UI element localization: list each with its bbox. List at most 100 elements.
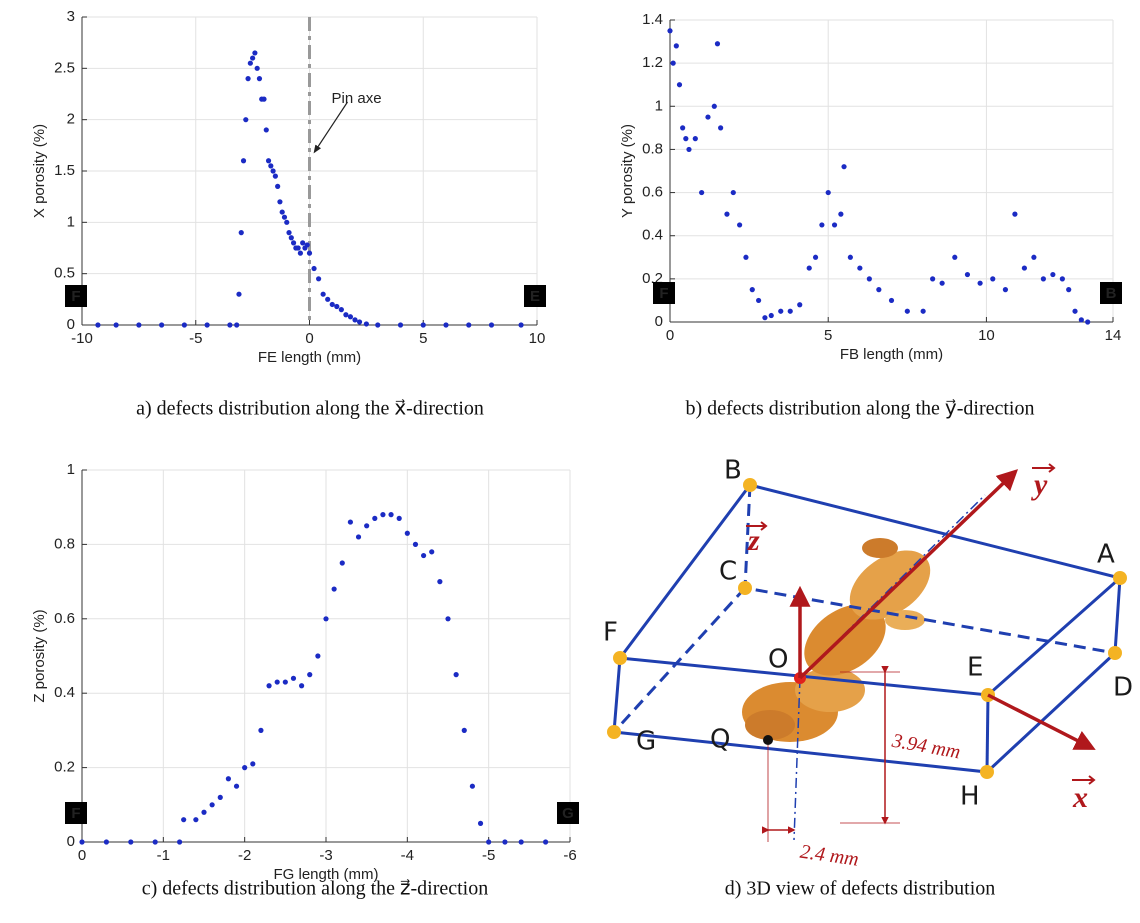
data-point <box>388 512 394 518</box>
data-point <box>673 43 679 49</box>
data-point <box>238 230 244 236</box>
data-point <box>502 839 508 845</box>
y-tick-label: 1.4 <box>642 11 663 28</box>
y-tick-label: 1 <box>655 97 663 114</box>
data-point <box>1002 287 1009 293</box>
data-point <box>268 163 274 169</box>
data-point <box>256 76 263 82</box>
end-marker-label: F <box>71 288 80 305</box>
y-tick-label: 2.5 <box>54 59 75 76</box>
vertex-label: C <box>719 557 737 587</box>
data-point <box>787 308 793 314</box>
data-point <box>286 230 292 236</box>
x-tick-label: -10 <box>71 330 93 347</box>
data-point <box>320 291 326 297</box>
y-tick-label: 0.4 <box>54 684 75 701</box>
diagram-3d: B A C F O D E Q G H y z x 3.94 mm 2.4 mm… <box>603 456 1133 900</box>
data-point <box>284 219 290 225</box>
data-point <box>699 189 705 196</box>
data-point <box>443 322 449 328</box>
data-point <box>920 308 926 314</box>
vertex-label: G <box>636 727 656 757</box>
end-marker <box>653 282 675 304</box>
data-point <box>469 783 475 789</box>
data-point <box>240 158 247 164</box>
vertex-label: F <box>603 618 618 648</box>
y-tick-label: 0.8 <box>54 535 75 552</box>
data-point <box>352 317 358 323</box>
data-point <box>714 41 721 47</box>
data-point <box>977 280 983 286</box>
y-tick-label: 0.2 <box>54 759 75 776</box>
data-point <box>404 530 410 536</box>
data-point <box>282 679 288 685</box>
data-point <box>831 222 838 228</box>
data-point <box>245 76 251 82</box>
data-point <box>103 839 109 845</box>
vertex-label: Q <box>710 725 730 755</box>
y-axis-label: X porosity (%) <box>31 124 48 218</box>
data-point <box>334 303 340 310</box>
data-point <box>263 127 269 133</box>
data-point <box>680 125 686 131</box>
data-point <box>355 534 362 540</box>
caption: a) defects distribution along the x⃗-dir… <box>136 398 484 420</box>
data-point <box>372 515 378 521</box>
end-marker-label: F <box>71 805 80 822</box>
data-point <box>749 287 755 293</box>
y-tick-label: 0.4 <box>642 227 663 244</box>
y-tick-label: 0 <box>67 833 75 850</box>
data-point <box>683 136 689 142</box>
data-point <box>275 183 281 189</box>
vertices <box>607 478 1127 779</box>
data-point <box>797 302 803 308</box>
end-marker <box>1100 282 1122 304</box>
data-point <box>768 312 774 319</box>
annotation-arrow <box>313 101 349 154</box>
x-tick-label: 10 <box>978 327 995 344</box>
data-point <box>904 308 910 314</box>
data-point <box>762 315 768 321</box>
data-point <box>236 291 242 297</box>
data-point <box>261 96 267 102</box>
data-point <box>756 297 762 304</box>
data-point <box>466 322 472 328</box>
data-point <box>323 616 329 622</box>
data-point <box>356 319 363 325</box>
data-point <box>990 276 996 282</box>
data-point <box>939 280 945 286</box>
data-point <box>1021 265 1027 271</box>
data-point <box>79 839 85 845</box>
x-tick-label: 0 <box>305 330 313 347</box>
data-point <box>316 276 322 282</box>
data-point <box>299 683 305 689</box>
dimension-label: 3.94 mm <box>889 730 962 764</box>
data-point <box>265 158 272 164</box>
annotation: Pin axe <box>332 90 382 107</box>
x-axis-label: FB length (mm) <box>840 346 943 363</box>
vertex-label: D <box>1113 673 1133 703</box>
data-point <box>670 60 676 66</box>
data-point <box>1085 319 1091 325</box>
data-point <box>692 136 698 142</box>
axis-label: z <box>747 524 760 557</box>
end-marker-label: B <box>1106 285 1117 302</box>
caption: c) defects distribution along the z⃗-dir… <box>142 878 489 900</box>
data-point <box>705 114 711 120</box>
x-tick-label: 0 <box>666 327 674 344</box>
y-tick-label: 3 <box>67 8 75 25</box>
data-point <box>250 55 256 61</box>
data-point <box>136 322 142 328</box>
y-tick-label: 0.8 <box>642 140 663 157</box>
end-marker <box>557 802 579 824</box>
data-point <box>397 322 404 328</box>
data-point <box>1031 254 1037 260</box>
data-point <box>461 727 467 734</box>
y-tick-label: 1.2 <box>642 54 663 71</box>
end-marker <box>65 802 87 824</box>
data-point <box>217 794 223 800</box>
data-point <box>247 60 253 66</box>
data-point <box>243 117 249 123</box>
y-tick-label: 1.5 <box>54 162 75 179</box>
data-point <box>1078 317 1084 323</box>
